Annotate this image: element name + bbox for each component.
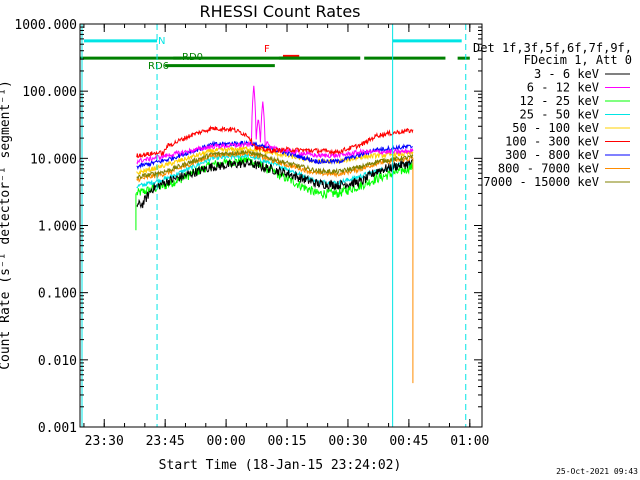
legend-label: 800 - 7000 keV (498, 162, 599, 176)
plot-frame (79, 23, 483, 428)
series-line-1 (136, 85, 414, 165)
x-tick-label: 00:15 (267, 434, 306, 449)
x-tick-label: 00:45 (389, 434, 428, 449)
y-tick-label: 0.010 (38, 354, 77, 369)
y-tick-label: 1000.000 (14, 18, 77, 33)
y-tick-label: 1.000 (38, 220, 77, 235)
series-line-0 (136, 158, 414, 209)
y-axis-label: Count Rate (s⁻¹ detector⁻¹ segment⁻¹) (0, 80, 13, 370)
legend-title-line: FDecim 1, Att 0 (524, 53, 632, 67)
x-tick-label: 01:00 (450, 434, 489, 449)
legend-label: 3 - 6 keV (534, 67, 599, 81)
x-axis-label: Start Time (18-Jan-15 23:24:02) (159, 458, 402, 473)
flag-layer: N F RD0 RD6 (80, 36, 470, 72)
chart-title: RHESSI Count Rates (200, 2, 361, 21)
x-tick-label: 23:30 (85, 434, 124, 449)
legend-label: 7000 - 15000 keV (483, 175, 599, 189)
x-axis: 23:30 23:45 00:00 00:15 00:30 00:45 01:00 (83, 24, 489, 449)
legend-label: 12 - 25 keV (520, 94, 599, 108)
vline-layer (81, 24, 467, 427)
series-line-4 (136, 145, 414, 175)
flag-label-f: F (264, 44, 270, 55)
y-tick-label: 100.000 (22, 85, 77, 100)
flag-label-rd6: RD6 (148, 61, 169, 72)
legend-title-line: Det 1f,3f,5f,6f,7f,9f, (473, 41, 632, 55)
flag-label-rd0: RD0 (182, 52, 203, 63)
legend-label: 25 - 50 keV (520, 108, 599, 122)
series-line-7 (136, 149, 414, 384)
legend-label: 300 - 800 keV (505, 148, 599, 162)
flag-label-n: N (158, 36, 165, 47)
series-line-3 (136, 152, 414, 189)
series-line-8 (136, 148, 414, 180)
legend-label: 50 - 100 keV (512, 121, 599, 135)
legend-label: 6 - 12 keV (527, 81, 599, 95)
series-layer (135, 85, 414, 384)
legend-label: 100 - 300 keV (505, 135, 599, 149)
y-tick-label: 10.000 (30, 152, 77, 167)
y-tick-label: 0.001 (38, 421, 77, 436)
footer-timestamp: 25-Oct-2021 09:43 (556, 467, 638, 476)
series-line-5 (136, 125, 414, 159)
x-tick-label: 00:00 (207, 434, 246, 449)
x-tick-label: 23:45 (146, 434, 185, 449)
y-tick-label: 0.100 (38, 287, 77, 302)
x-tick-label: 00:30 (328, 434, 367, 449)
y-axis: 1000.000 100.000 10.000 1.000 0.100 0.010 0.00… (14, 18, 482, 436)
legend: Det 1f,3f,5f,6f,7f,9f,FDecim 1, Att 03 -… (473, 41, 632, 189)
